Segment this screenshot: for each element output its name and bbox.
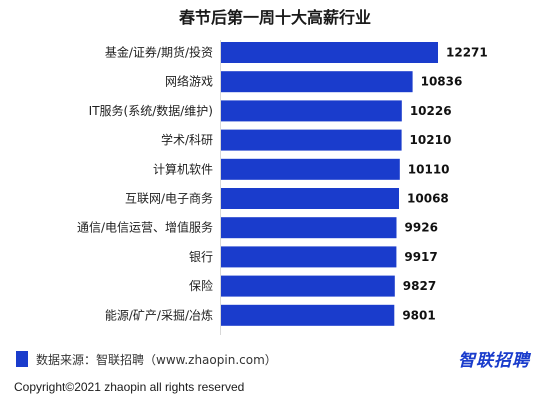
category-label: 计算机软件: [153, 161, 213, 176]
source-text: 数据来源：智联招聘（www.zhaopin.com）: [36, 353, 277, 367]
chart-title: 春节后第一周十大高薪行业: [178, 8, 371, 27]
source-legend-swatch: [16, 351, 28, 367]
value-label: 10226: [410, 104, 452, 118]
category-label: 基金/证券/期货/投资: [105, 45, 213, 60]
bar: [221, 217, 397, 239]
bar: [221, 71, 413, 93]
bar-chart: 基金/证券/期货/投资 12271 网络游戏 10836 IT服务(系统/数据/维护) 1…: [77, 40, 488, 335]
bar: [221, 275, 395, 297]
value-label: 10068: [407, 192, 449, 206]
copyright-text: Copyright©2021 zhaopin all rights reserv…: [14, 380, 245, 394]
category-label: 能源/矿产/采掘/冶炼: [105, 307, 213, 322]
value-label: 10110: [408, 162, 450, 176]
category-label: 互联网/电子商务: [125, 191, 213, 206]
zhaopin-logo: 智联招聘: [458, 351, 530, 371]
category-label: IT服务(系统/数据/维护): [89, 103, 213, 118]
bar: [221, 158, 400, 180]
category-label: 保险: [189, 278, 213, 293]
bar: [221, 188, 399, 209]
value-label: 12271: [446, 46, 488, 60]
value-label: 9827: [403, 279, 436, 293]
value-label: 9801: [402, 308, 435, 322]
category-label: 网络游戏: [165, 74, 213, 89]
source-row: 数据来源：智联招聘（www.zhaopin.com） 智联招聘: [14, 346, 538, 372]
category-label: 银行: [189, 250, 213, 264]
bar: [221, 246, 397, 268]
bar: [221, 42, 438, 63]
value-label: 10836: [421, 75, 463, 89]
value-label: 9926: [405, 221, 438, 235]
category-label: 学术/科研: [161, 132, 213, 147]
bar: [221, 100, 402, 122]
value-label: 10210: [410, 133, 452, 147]
bar: [221, 129, 402, 151]
value-label: 9917: [404, 250, 437, 264]
bar: [221, 304, 395, 326]
category-label: 通信/电信运营、增值服务: [77, 220, 213, 235]
